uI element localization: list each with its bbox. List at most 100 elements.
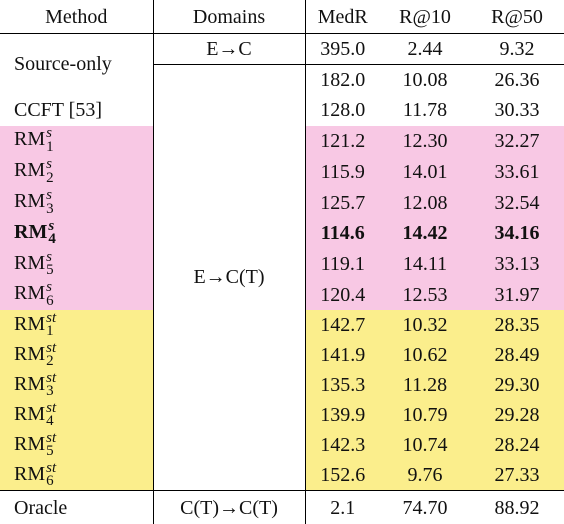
method-base: RM [14, 462, 46, 485]
header-cell: Method [0, 0, 154, 34]
method-name: Source-only [14, 53, 112, 76]
value-cell: 9.32 [499, 37, 535, 60]
table-row: RM s 4 114.6 14.42 34.16 [0, 217, 564, 249]
method-cell: RM st 3 [0, 369, 154, 401]
table-row: Oracle C(T)→C(T) 2.1 74.70 88.92 [0, 489, 564, 524]
table-row: CCFT [53] 128.0 11.78 30.33 [0, 94, 564, 126]
method-sub: 3 [46, 383, 54, 400]
method-sup: st [46, 399, 57, 416]
method-scripts: st 5 [46, 429, 57, 459]
method-sub: 2 [46, 353, 54, 370]
method-base: RM [14, 190, 46, 213]
method-name: Oracle [14, 496, 68, 519]
value-cell: 28.35 [470, 310, 564, 341]
table-body: Source-only E→C 395.0 2.44 9.32 E→C(T) 182.0 10… [0, 32, 564, 524]
domain-cell: E→C(T) [153, 63, 306, 491]
value-cell: 142.7 [305, 310, 380, 341]
table-row: RM st 1 142.7 10.32 28.35 [0, 309, 564, 341]
method-cell: RM s 4 [0, 217, 154, 249]
method-name: CCFT [53] [14, 99, 102, 122]
method-base: RM [14, 251, 46, 274]
method-cell: RM s 6 [0, 279, 154, 311]
method-cell: RM s 3 [0, 187, 154, 218]
value-cell: 114.6 [305, 217, 380, 249]
table-row: Source-only E→C 395.0 2.44 9.32 [0, 32, 564, 95]
value-cell: 9.76 [380, 460, 470, 491]
table-row: RM st 5 142.3 10.74 28.24 [0, 429, 564, 461]
method-sub: 6 [46, 473, 54, 490]
value-cell: 34.16 [470, 217, 564, 249]
value-cell: 135.3 [305, 370, 380, 401]
method-sup: st [46, 459, 57, 476]
method-scripts: st 3 [46, 369, 57, 400]
method-sub: 1 [46, 323, 54, 340]
method-scripts: st 4 [46, 399, 57, 430]
method-sup: s [46, 248, 52, 265]
value-cell: 119.1 [305, 248, 380, 280]
value-cell: 33.13 [470, 248, 564, 280]
method-sup: st [46, 369, 57, 386]
value-cell: 12.08 [380, 187, 470, 218]
method-sub: 3 [46, 200, 54, 217]
value-cell: 12.53 [380, 279, 470, 311]
method-sub: 1 [46, 138, 54, 155]
value-cell: 182.0 [305, 63, 380, 95]
value-cell: 10.32 [380, 310, 470, 341]
method-base: RM [14, 372, 46, 395]
value-cell: 29.28 [470, 400, 564, 431]
method-sub: 4 [46, 413, 54, 430]
table-row: RM s 1 121.2 12.30 32.27 [0, 125, 564, 157]
value-cell: 141.9 [305, 340, 380, 371]
value-cell: 10.08 [380, 63, 470, 95]
method-cell: RM st 6 [0, 459, 154, 491]
value-cell: 33.61 [470, 156, 564, 188]
method-scripts: st 1 [46, 309, 57, 340]
table-row: E→C(T) 182.0 10.08 26.36 [0, 63, 564, 491]
method-sub: 6 [46, 292, 54, 309]
value-cell: 14.01 [380, 156, 470, 188]
table-row: RM st 3 135.3 11.28 29.30 [0, 369, 564, 401]
header-cell: Domains [153, 0, 306, 34]
method-sup: s [46, 279, 52, 296]
value-cell: 27.33 [470, 460, 564, 491]
method-cell: Source-only [0, 32, 154, 95]
method-sub: 2 [46, 169, 54, 186]
method-sup: st [46, 309, 57, 326]
method-base: RM [14, 402, 46, 425]
table-row: RM s 6 120.4 12.53 31.97 [0, 279, 564, 311]
method-scripts: st 2 [46, 341, 56, 370]
method-sup: st [46, 429, 57, 446]
method-sup: s [48, 217, 55, 234]
method-sup: s [46, 156, 52, 173]
value-cell: 10.74 [380, 430, 470, 461]
value-cell: 29.30 [470, 370, 564, 401]
method-base: RM [14, 220, 48, 243]
value-cell: 152.6 [305, 460, 380, 491]
method-cell: CCFT [53] [0, 94, 154, 126]
value-cell: 142.3 [305, 430, 380, 461]
domain-cell: E→C [153, 33, 306, 65]
header-cell: R@50 [470, 0, 564, 34]
value-cell: 10.62 [380, 340, 470, 371]
value-cell: 32.27 [470, 125, 564, 157]
method-base: RM [14, 159, 46, 182]
method-cell: RM st 4 [0, 399, 154, 431]
method-cell: Oracle [0, 489, 154, 524]
domain-cell: C(T)→C(T) [153, 489, 306, 524]
header-row: Method Domains MedR R@10 R@50 [0, 0, 564, 34]
method-base: RM [14, 342, 46, 365]
value-cell: 12.30 [380, 125, 470, 157]
value-cell: 395.0 [320, 37, 366, 60]
value-cell: 14.42 [380, 217, 470, 249]
method-sup: s [46, 125, 52, 142]
method-base: RM [14, 282, 46, 305]
method-cell: RM st 5 [0, 429, 154, 461]
method-cell: RM s 1 [0, 125, 154, 157]
value-cell: 28.49 [470, 340, 564, 371]
